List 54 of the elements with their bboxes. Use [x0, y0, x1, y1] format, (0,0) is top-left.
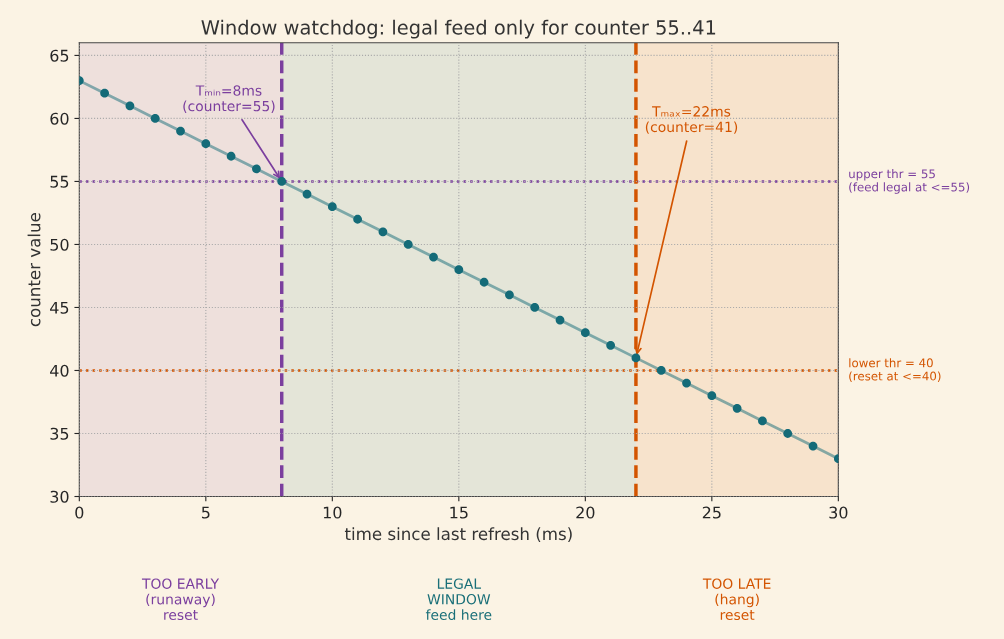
x-tick-label: 10 [323, 506, 342, 519]
y-axis-title: counter value [27, 213, 41, 327]
point [682, 378, 691, 388]
point [783, 429, 793, 438]
ref-line-label: upper thr = 55 (feed legal at <=55) [849, 169, 970, 194]
y-tick-label: 60 [50, 112, 69, 125]
point [707, 391, 717, 401]
point [125, 101, 135, 111]
y-tick-label: 55 [50, 175, 69, 188]
point [252, 164, 261, 174]
y-tick-label: 65 [50, 49, 69, 62]
point [226, 151, 236, 161]
y-tick-label: 45 [50, 301, 69, 314]
point [150, 114, 160, 123]
point [403, 240, 413, 249]
point [302, 189, 312, 199]
point [580, 328, 590, 338]
x-tick-label: 30 [829, 506, 848, 519]
point [353, 214, 363, 224]
point [201, 139, 211, 149]
point [606, 340, 616, 350]
x-tick-label: 25 [702, 506, 721, 519]
band-label: LEGAL WINDOW feed here [425, 578, 492, 621]
point [100, 88, 110, 98]
point [758, 416, 767, 426]
x-tick-label: 0 [75, 506, 84, 519]
point [429, 252, 438, 262]
x-axis-title: time since last refresh (ms) [344, 527, 572, 543]
annotation: Tₘᵢₙ=8ms (counter=55) [183, 85, 275, 113]
point [454, 265, 464, 275]
x-tick-label: 5 [201, 506, 210, 519]
band-label: TOO EARLY (runaway) reset [141, 578, 220, 621]
x-tick-label: 15 [450, 506, 468, 519]
y-tick-label: 35 [50, 427, 69, 440]
point [530, 303, 540, 312]
point [378, 227, 388, 237]
point [479, 277, 489, 287]
y-tick-label: 30 [50, 490, 69, 503]
chart-title: Window watchdog: legal feed only for counter 55..41 [201, 19, 716, 39]
point [631, 353, 641, 363]
point [656, 366, 666, 375]
ref-line-label: lower thr = 40 (reset at <=40) [849, 358, 941, 382]
point [505, 290, 514, 300]
point [277, 177, 287, 186]
band-label: TOO LATE (hang) reset [702, 578, 771, 621]
annotation: Tₘₐₓ=22ms (counter=41) [645, 106, 738, 134]
y-tick-label: 40 [50, 364, 69, 377]
point [176, 126, 185, 136]
point [327, 202, 337, 212]
point [555, 315, 565, 325]
x-tick-label: 20 [576, 506, 595, 519]
point [732, 403, 742, 413]
y-tick-label: 50 [50, 238, 69, 251]
point [808, 441, 818, 451]
